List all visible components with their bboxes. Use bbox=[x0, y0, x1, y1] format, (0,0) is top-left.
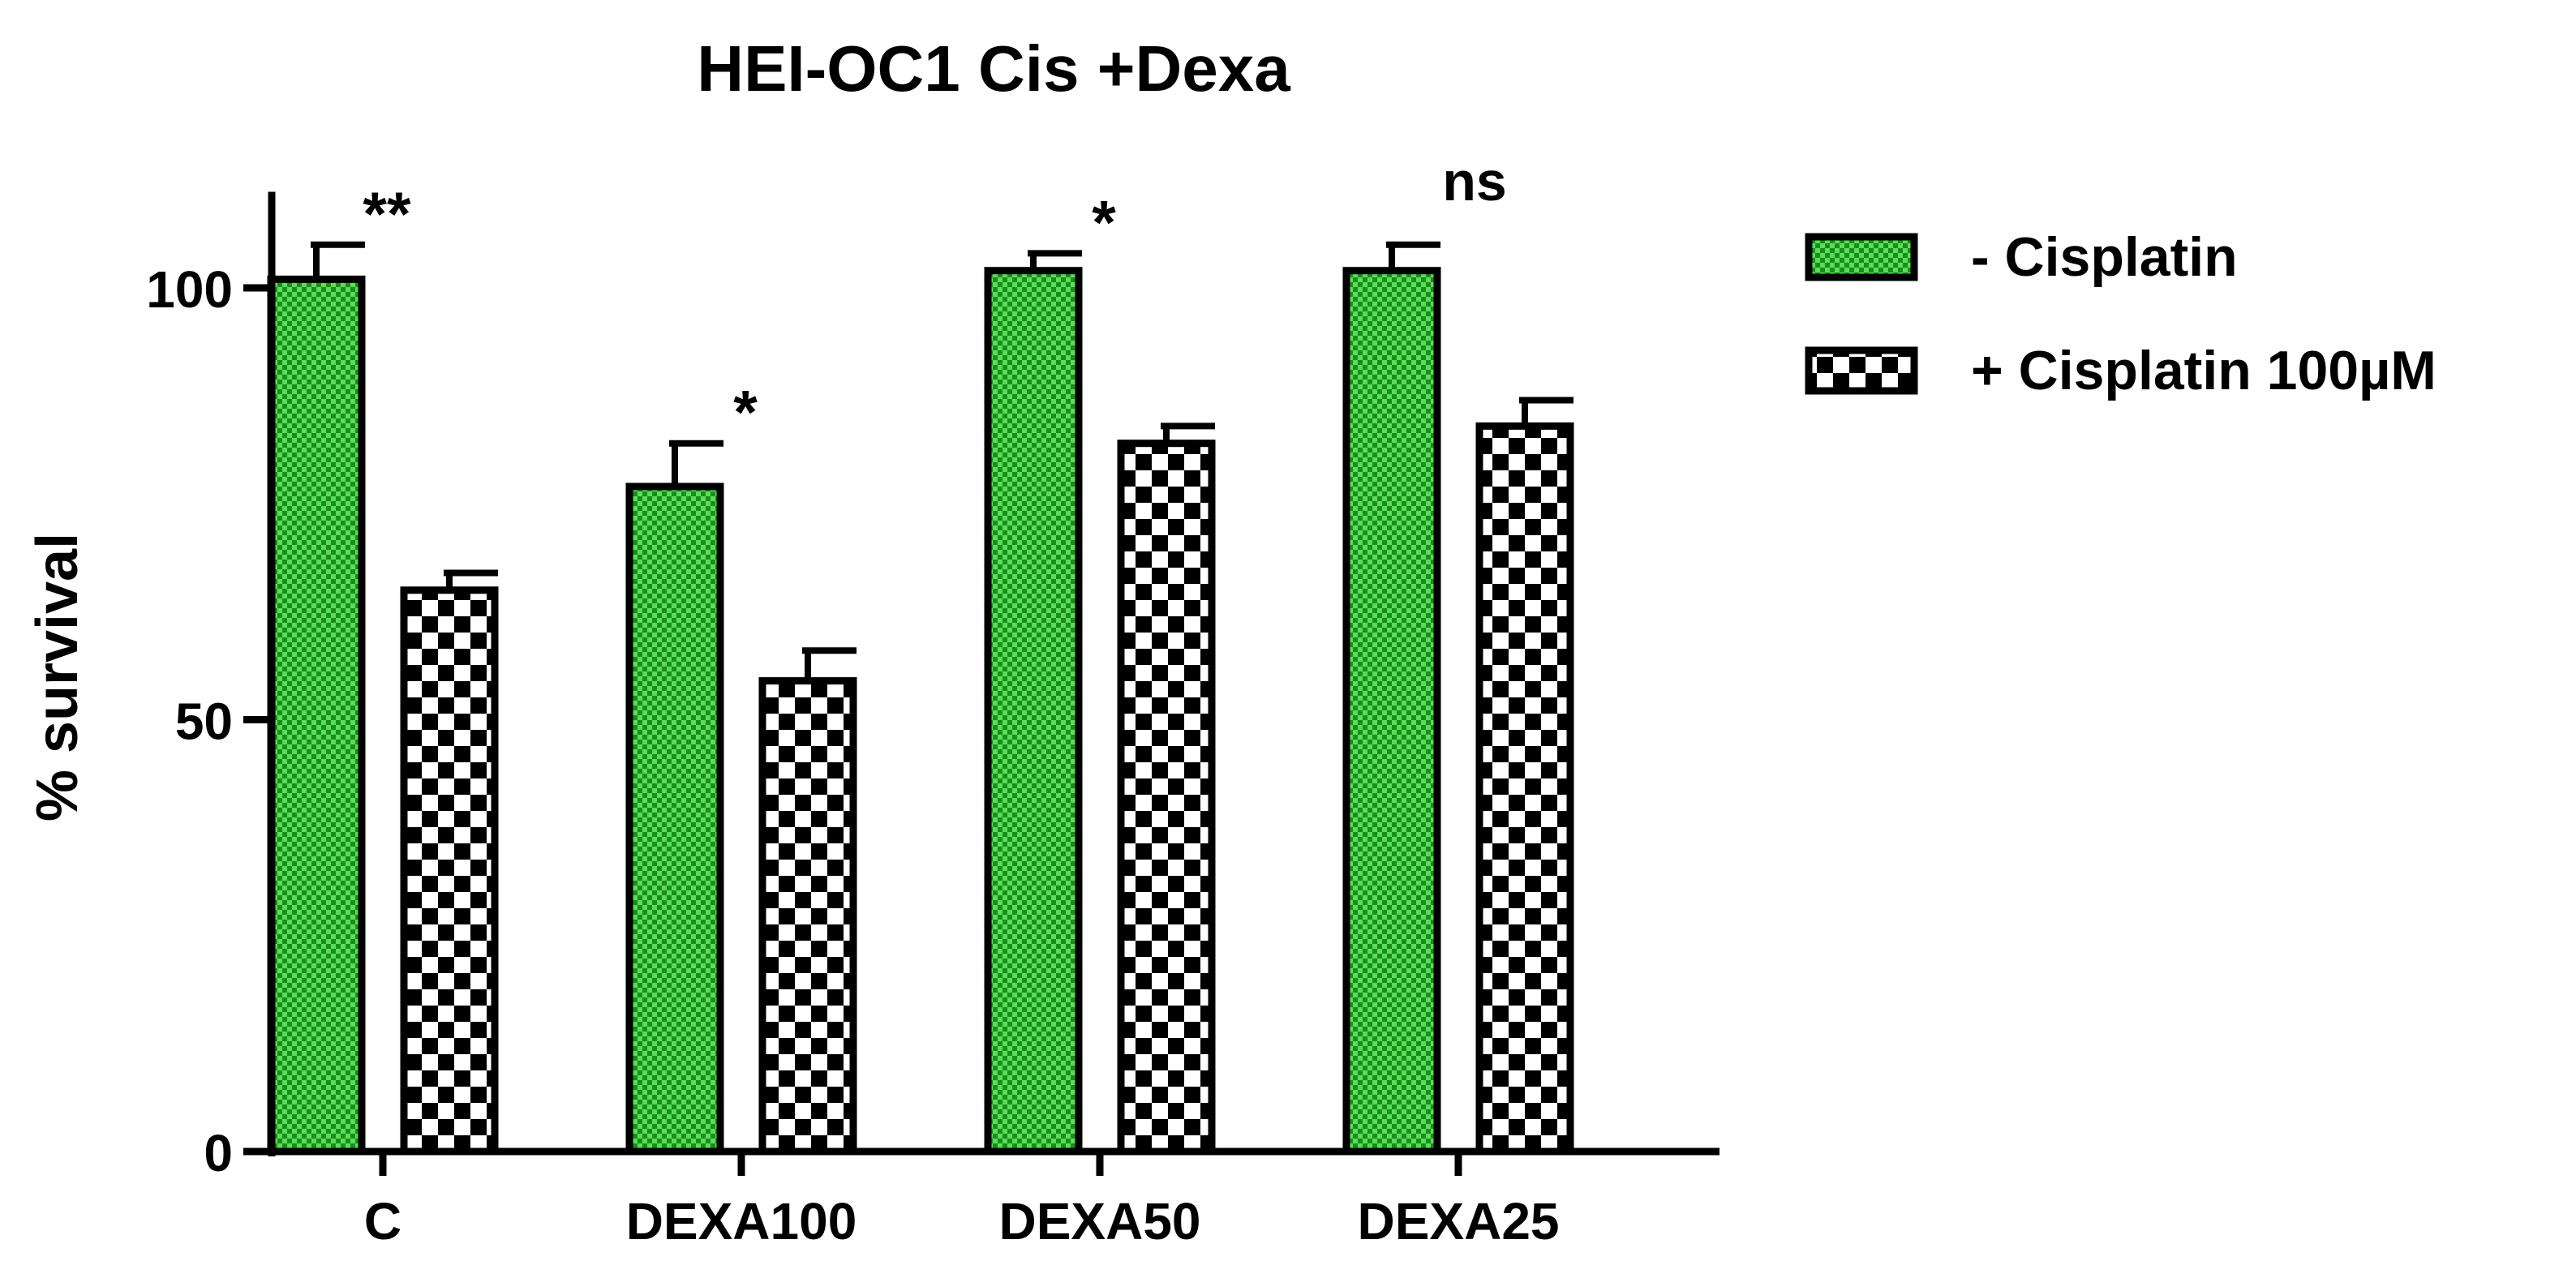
bar-dexa25-series-2 bbox=[1475, 422, 1574, 1156]
error-bars-layer bbox=[311, 241, 1574, 681]
annotation-dexa25: ns bbox=[1442, 151, 1506, 212]
legend: - Cisplatin + Cisplatin 100µM bbox=[1805, 226, 2436, 401]
x-tick-label-dexa100: DEXA100 bbox=[626, 1192, 857, 1250]
y-tick-label-50: 50 bbox=[175, 693, 233, 751]
y-tick-label-100: 100 bbox=[146, 260, 233, 319]
legend-swatch-series-1 bbox=[1805, 233, 1918, 281]
bar-dexa50-series-1 bbox=[984, 267, 1083, 1156]
chart-title: HEI-OC1 Cis +Dexa bbox=[697, 32, 1290, 105]
axes-layer: 0 50 100 C DEXA100 DEXA50 DEXA25 bbox=[146, 191, 1719, 1250]
bars-layer bbox=[267, 267, 1574, 1156]
legend-swatch-series-2 bbox=[1805, 346, 1918, 395]
x-tick-label-dexa25: DEXA25 bbox=[1358, 1192, 1560, 1250]
bar-dexa25-series-1 bbox=[1342, 267, 1441, 1156]
annotation-dexa50: * bbox=[1092, 188, 1116, 257]
bar-c-series-2 bbox=[400, 586, 499, 1156]
annotation-dexa100: * bbox=[733, 379, 758, 448]
annotation-c: ** bbox=[363, 180, 411, 249]
y-axis-label: % survival bbox=[25, 533, 90, 821]
legend-label-series-2: + Cisplatin 100µM bbox=[1971, 340, 2436, 401]
annotations-layer: ****ns bbox=[363, 151, 1506, 448]
bar-c-series-1 bbox=[267, 275, 366, 1156]
x-tick-label-dexa50: DEXA50 bbox=[999, 1192, 1201, 1250]
bar-dexa100-series-2 bbox=[758, 677, 857, 1156]
x-tick-label-c: C bbox=[364, 1192, 401, 1250]
y-tick-label-0: 0 bbox=[204, 1124, 233, 1182]
bar-dexa50-series-2 bbox=[1117, 440, 1216, 1156]
bar-dexa100-series-1 bbox=[625, 483, 724, 1156]
legend-label-series-1: - Cisplatin bbox=[1971, 226, 2238, 288]
